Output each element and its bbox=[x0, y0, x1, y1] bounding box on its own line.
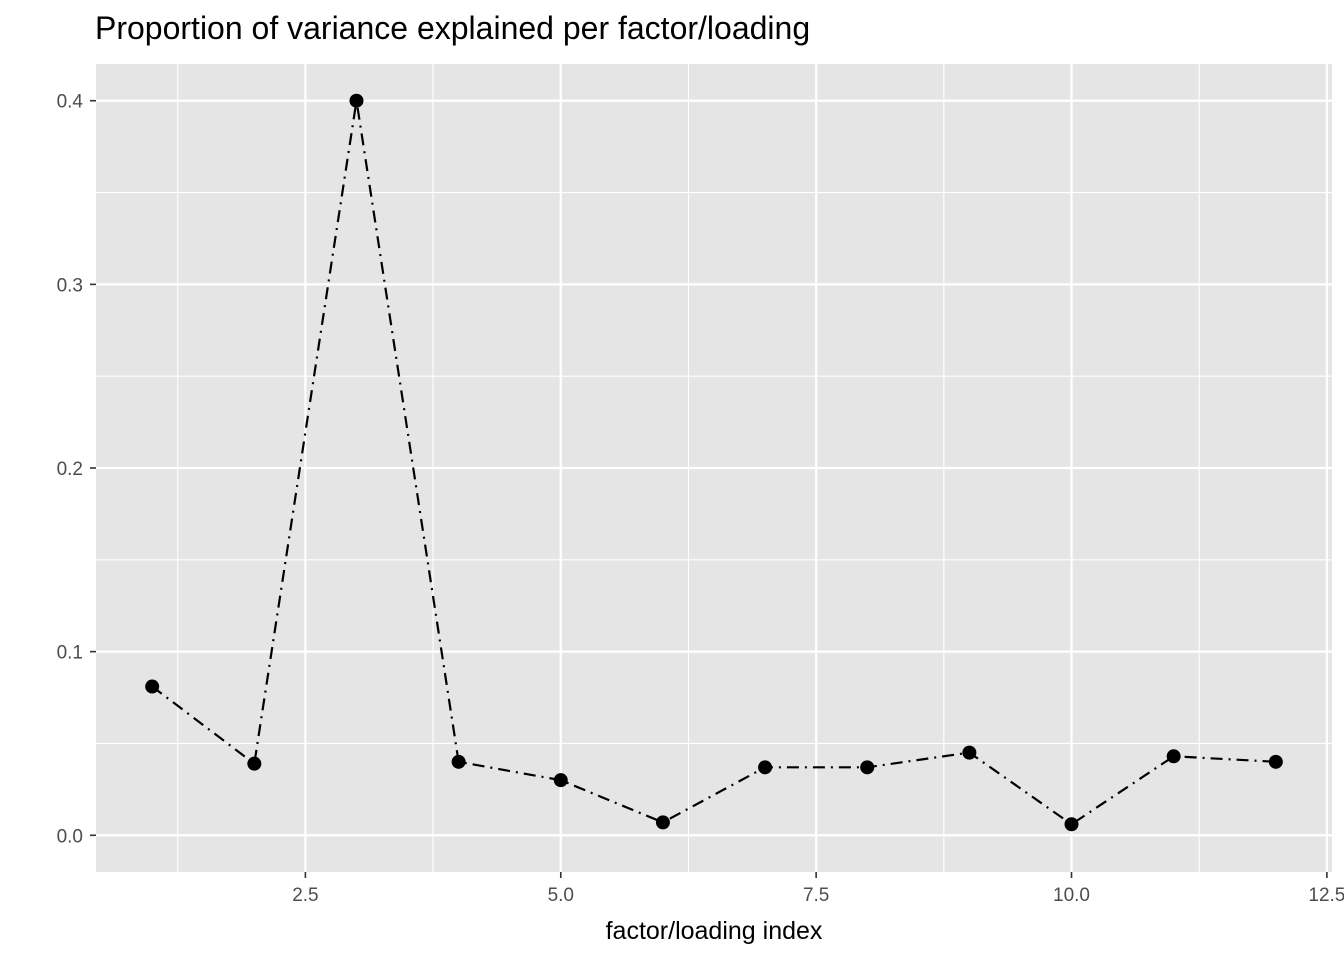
x-tick-label: 12.5 bbox=[1308, 885, 1344, 906]
data-point bbox=[349, 93, 364, 108]
y-tick-label: 0.4 bbox=[57, 92, 84, 113]
data-point bbox=[247, 756, 262, 771]
x-axis-title: factor/loading index bbox=[606, 917, 823, 945]
x-tick-labels: 2.5 5.0 7.5 10.0 12.5 bbox=[292, 885, 1344, 906]
data-point bbox=[553, 773, 568, 788]
y-tick-label: 0.2 bbox=[57, 459, 83, 480]
y-tick-labels: 0.0 0.1 0.2 0.3 0.4 bbox=[57, 92, 84, 848]
y-tick-label: 0.3 bbox=[57, 275, 83, 296]
y-tick-label: 0.1 bbox=[57, 643, 83, 664]
data-point bbox=[860, 760, 875, 775]
data-points bbox=[145, 93, 1283, 832]
x-tick-label: 10.0 bbox=[1053, 885, 1090, 906]
data-point bbox=[655, 815, 670, 830]
data-point bbox=[1268, 754, 1283, 769]
data-point bbox=[451, 754, 466, 769]
data-point bbox=[962, 745, 977, 760]
x-tick-label: 2.5 bbox=[292, 885, 318, 906]
x-tick-label: 7.5 bbox=[803, 885, 829, 906]
data-point bbox=[1064, 817, 1079, 832]
axis-ticks bbox=[90, 99, 1328, 878]
series-line bbox=[151, 100, 1276, 826]
chart-title: Proportion of variance explained per fac… bbox=[95, 10, 810, 46]
data-point bbox=[758, 760, 773, 775]
x-tick-label: 5.0 bbox=[548, 885, 574, 906]
data-point bbox=[1166, 749, 1181, 764]
data-point bbox=[145, 679, 160, 694]
grid-major bbox=[96, 64, 1332, 872]
y-tick-label: 0.0 bbox=[57, 826, 83, 847]
